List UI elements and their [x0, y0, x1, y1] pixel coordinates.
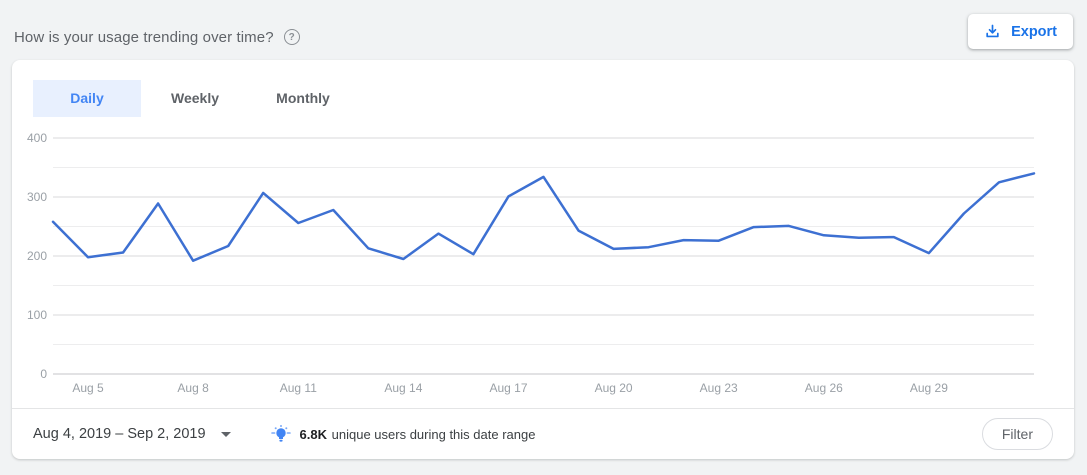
- insight-text: 6.8K unique users during this date range: [300, 427, 536, 442]
- insight-description: unique users during this date range: [331, 426, 536, 442]
- caret-down-icon: [220, 431, 231, 437]
- tab-daily[interactable]: Daily: [33, 80, 141, 117]
- usage-card: Daily Weekly Monthly 0 100 200 300 400 Aug 5…: [12, 60, 1074, 459]
- x-axis-label: Aug 29: [909, 381, 948, 395]
- x-axis-label: Aug 26: [804, 381, 843, 395]
- x-axis: Aug 5 Aug 8 Aug 11 Aug 14 Aug 17 Aug 20 Aug 23…: [53, 381, 1034, 397]
- x-axis-label: Aug 20: [594, 381, 633, 395]
- y-axis-label: 200: [26, 249, 47, 263]
- y-axis-label: 300: [26, 190, 47, 204]
- date-range-label: Aug 4, 2019 – Sep 2, 2019: [33, 426, 206, 442]
- page-title: How is your usage trending over time?: [14, 28, 274, 46]
- tab-weekly[interactable]: Weekly: [171, 90, 219, 106]
- date-range-selector[interactable]: Aug 4, 2019 – Sep 2, 2019: [33, 426, 231, 442]
- x-axis-label: Aug 17: [489, 381, 528, 395]
- line-chart: 0 100 200 300 400: [27, 131, 1036, 381]
- unique-users-count: 6.8K: [299, 426, 328, 442]
- page-header: How is your usage trending over time? ? …: [14, 14, 1073, 56]
- export-label: Export: [1011, 23, 1057, 40]
- granularity-tabs: Daily Weekly Monthly: [33, 80, 357, 117]
- insight: 6.8K unique users during this date range: [270, 424, 536, 444]
- y-axis-label: 0: [40, 367, 47, 381]
- x-axis-label: Aug 8: [177, 381, 209, 395]
- help-icon[interactable]: ?: [283, 29, 300, 45]
- usage-trend-line: [51, 137, 1036, 375]
- x-axis-label: Aug 14: [384, 381, 423, 395]
- download-icon: [986, 24, 999, 38]
- question-mark-glyph: ?: [288, 31, 295, 43]
- x-axis-label: Aug 23: [699, 381, 738, 395]
- y-axis-label: 400: [26, 131, 47, 145]
- tab-monthly[interactable]: Monthly: [276, 90, 330, 106]
- x-axis-label: Aug 11: [279, 381, 317, 395]
- export-button[interactable]: Export: [968, 14, 1073, 49]
- chart-footer: Aug 4, 2019 – Sep 2, 2019 6.8K unique us…: [12, 408, 1074, 459]
- y-axis-label: 100: [26, 308, 47, 322]
- lightbulb-icon: [270, 425, 291, 442]
- filter-button[interactable]: Filter: [981, 418, 1053, 450]
- x-axis-label: Aug 5: [72, 381, 104, 395]
